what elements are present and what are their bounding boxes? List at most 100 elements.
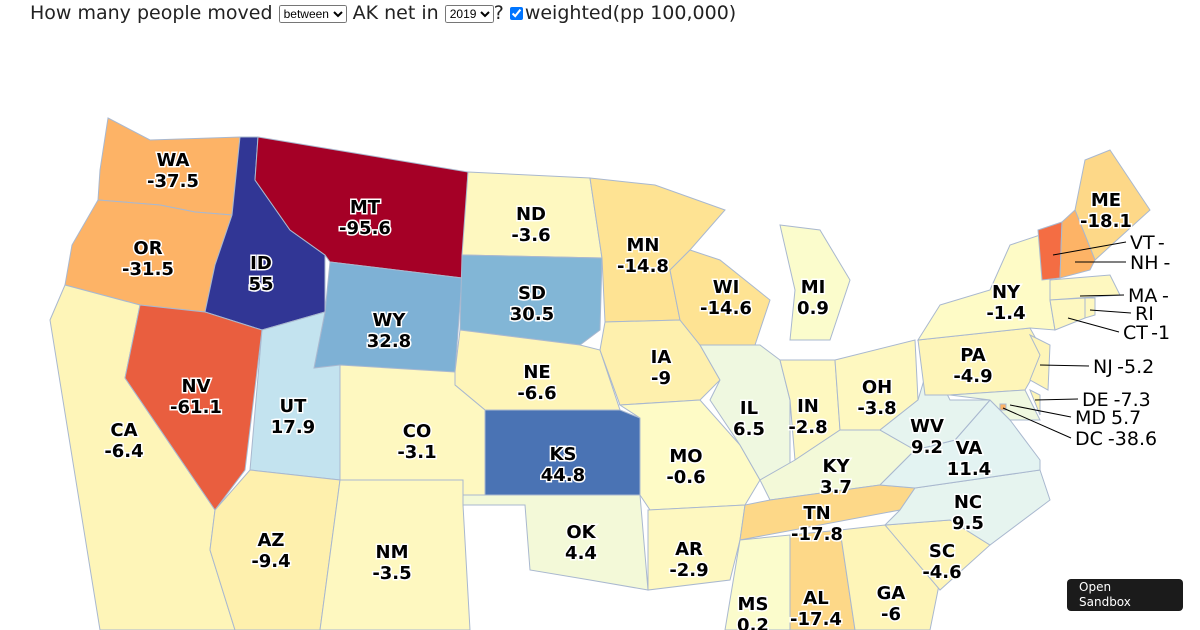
state-abbr: VT [1130,232,1155,254]
state [879,358,992,451]
callout-line [1039,364,1090,367]
state-label: DE -7.3 [1082,389,1151,411]
state-abbr: WA [157,150,190,171]
state-abbr: IN [797,396,819,417]
state-value: -5.2 [1117,356,1154,378]
state-abbr: ID [250,253,272,274]
callout-line [1002,407,1072,439]
state-abbr: RI [1135,303,1154,325]
state [839,524,941,630]
state-abbr: OH [862,377,892,398]
state-abbr: NH [1130,252,1159,274]
state-abbr: ME [1091,190,1121,211]
state-value: -4.6 [922,562,961,583]
open-sandbox-button[interactable]: Open Sandbox [1067,579,1183,611]
state-abbr: GA [877,583,906,604]
state-value: -1 [1151,322,1170,344]
checkbox-label[interactable]: weighted(pp 100,000) [524,2,737,24]
state [319,479,471,630]
state-value: 44.8 [541,465,585,486]
state-abbr: SC [929,541,955,562]
state-value: -9 [651,368,671,389]
state-value: 3.7 [820,477,852,498]
mode-select[interactable]: between [278,4,347,23]
state-value: -6.6 [517,383,556,404]
state [1029,388,1041,416]
state-value: 9.5 [952,513,984,534]
state-abbr: NY [992,282,1021,303]
state [1059,209,1096,279]
state-value: -6.4 [104,441,143,462]
state-label: MD 5.7 [1075,407,1141,429]
state-value: - [1162,285,1169,307]
state-value: -1.4 [986,303,1025,324]
state-abbr: NV [182,376,211,397]
state [462,494,649,591]
state-abbr: OK [566,522,596,543]
suffix: ? [493,2,504,24]
state-value: -17.4 [790,609,842,630]
state-abbr: WI [713,277,740,298]
state-value: -14.6 [700,298,752,319]
callout-line [1052,241,1127,256]
state-value: -3.1 [397,442,436,463]
state-abbr: UT [280,396,308,417]
state-value: 0.9 [797,298,829,319]
state-value: 5.7 [1111,407,1141,429]
state-value: 0.2 [737,615,769,630]
state [789,529,856,630]
state-label: RI [1135,303,1154,325]
state [917,234,1056,341]
state-abbr: OR [133,238,162,259]
state-abbr: MA [1128,285,1157,307]
weighted-checkbox[interactable] [509,7,523,20]
state-value: -95.6 [339,218,391,239]
callout-line [1034,398,1079,401]
state-value: -2.9 [669,560,708,581]
state-value: -3.6 [511,225,550,246]
state [949,389,1041,421]
state-value: 6.5 [733,419,765,440]
state-abbr: NJ [1093,356,1112,378]
state-value: 9.2 [911,437,943,458]
state-abbr: KY [823,456,851,477]
state-abbr: SD [518,283,546,304]
state-value: -31.5 [122,259,174,280]
state-value: 30.5 [510,304,554,325]
state [1049,297,1086,331]
state-value: -61.1 [170,397,222,418]
state-value: -18.1 [1080,211,1132,232]
header: How many people moved between AK net in … [30,2,736,24]
state-abbr: KS [550,444,577,465]
prefix: How many people moved [30,2,273,24]
state-abbr: DE [1082,389,1109,411]
state-abbr: MD [1075,407,1106,429]
state-abbr: NE [523,362,550,383]
state-abbr: IL [740,398,758,419]
state [647,504,746,591]
state-abbr: MI [801,277,826,298]
callout-line [1079,294,1125,297]
state [124,304,263,511]
state-value: 55 [248,274,273,295]
year-select[interactable]: 2019 [444,4,494,23]
state-abbr: WY [373,310,407,331]
state-abbr: NM [376,542,409,563]
state [724,534,791,630]
callout-line [1067,317,1120,333]
state-abbr: ND [516,204,546,225]
state-abbr: WV [910,416,944,437]
state-value: - [1164,252,1171,274]
state-abbr: CA [110,420,137,441]
state-value: -4.9 [953,366,992,387]
callout-line [1089,309,1132,314]
state-abbr: VA [956,438,983,459]
state-label: VT - [1130,232,1165,254]
state [459,254,603,346]
state-abbr: CO [403,421,432,442]
state-label: NH - [1130,252,1170,274]
state-value: -9.4 [251,551,290,572]
callout-line [1009,404,1072,418]
